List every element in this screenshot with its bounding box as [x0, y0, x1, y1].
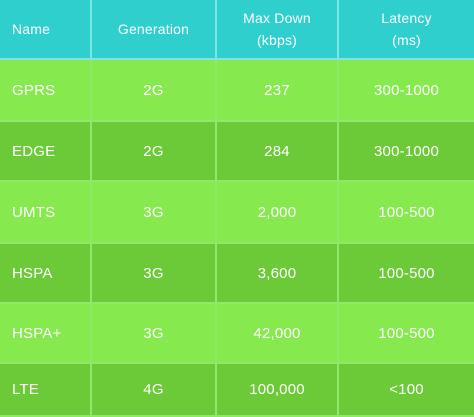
header-latency: Latency (ms): [339, 0, 474, 60]
cell-name: UMTS: [0, 182, 92, 244]
cell-name: HSPA+: [0, 304, 92, 364]
cell-max-down: 42,000: [217, 304, 339, 364]
cell-max-down: 3,600: [217, 244, 339, 304]
cell-generation: 3G: [92, 182, 217, 244]
cell-name: GPRS: [0, 60, 92, 122]
header-name-label: Name: [12, 21, 51, 37]
cell-max-down: 237: [217, 60, 339, 122]
cell-generation: 3G: [92, 304, 217, 364]
cell-name: HSPA: [0, 244, 92, 304]
cell-latency: 300-1000: [339, 122, 474, 182]
header-latency-line1: Latency: [381, 10, 432, 26]
header-generation-label: Generation: [117, 21, 190, 37]
header-name: Name: [0, 0, 92, 60]
cell-generation: 4G: [92, 364, 217, 417]
cell-generation: 2G: [92, 60, 217, 122]
header-max-down: Max Down (kbps): [217, 0, 339, 60]
cell-latency: 100-500: [339, 244, 474, 304]
cell-max-down: 100,000: [217, 364, 339, 417]
cell-generation: 3G: [92, 244, 217, 304]
header-generation: Generation: [92, 0, 217, 60]
header-latency-line2: (ms): [392, 32, 421, 48]
cell-name: EDGE: [0, 122, 92, 182]
header-max-down-line2: (kbps): [256, 32, 298, 48]
cell-latency: 100-500: [339, 304, 474, 364]
cell-generation: 2G: [92, 122, 217, 182]
cell-latency: 300-1000: [339, 60, 474, 122]
cell-max-down: 2,000: [217, 182, 339, 244]
cell-max-down: 284: [217, 122, 339, 182]
header-max-down-line1: Max Down: [243, 10, 311, 26]
cell-name: LTE: [0, 364, 92, 417]
cell-latency: 100-500: [339, 182, 474, 244]
cell-latency: <100: [339, 364, 474, 417]
